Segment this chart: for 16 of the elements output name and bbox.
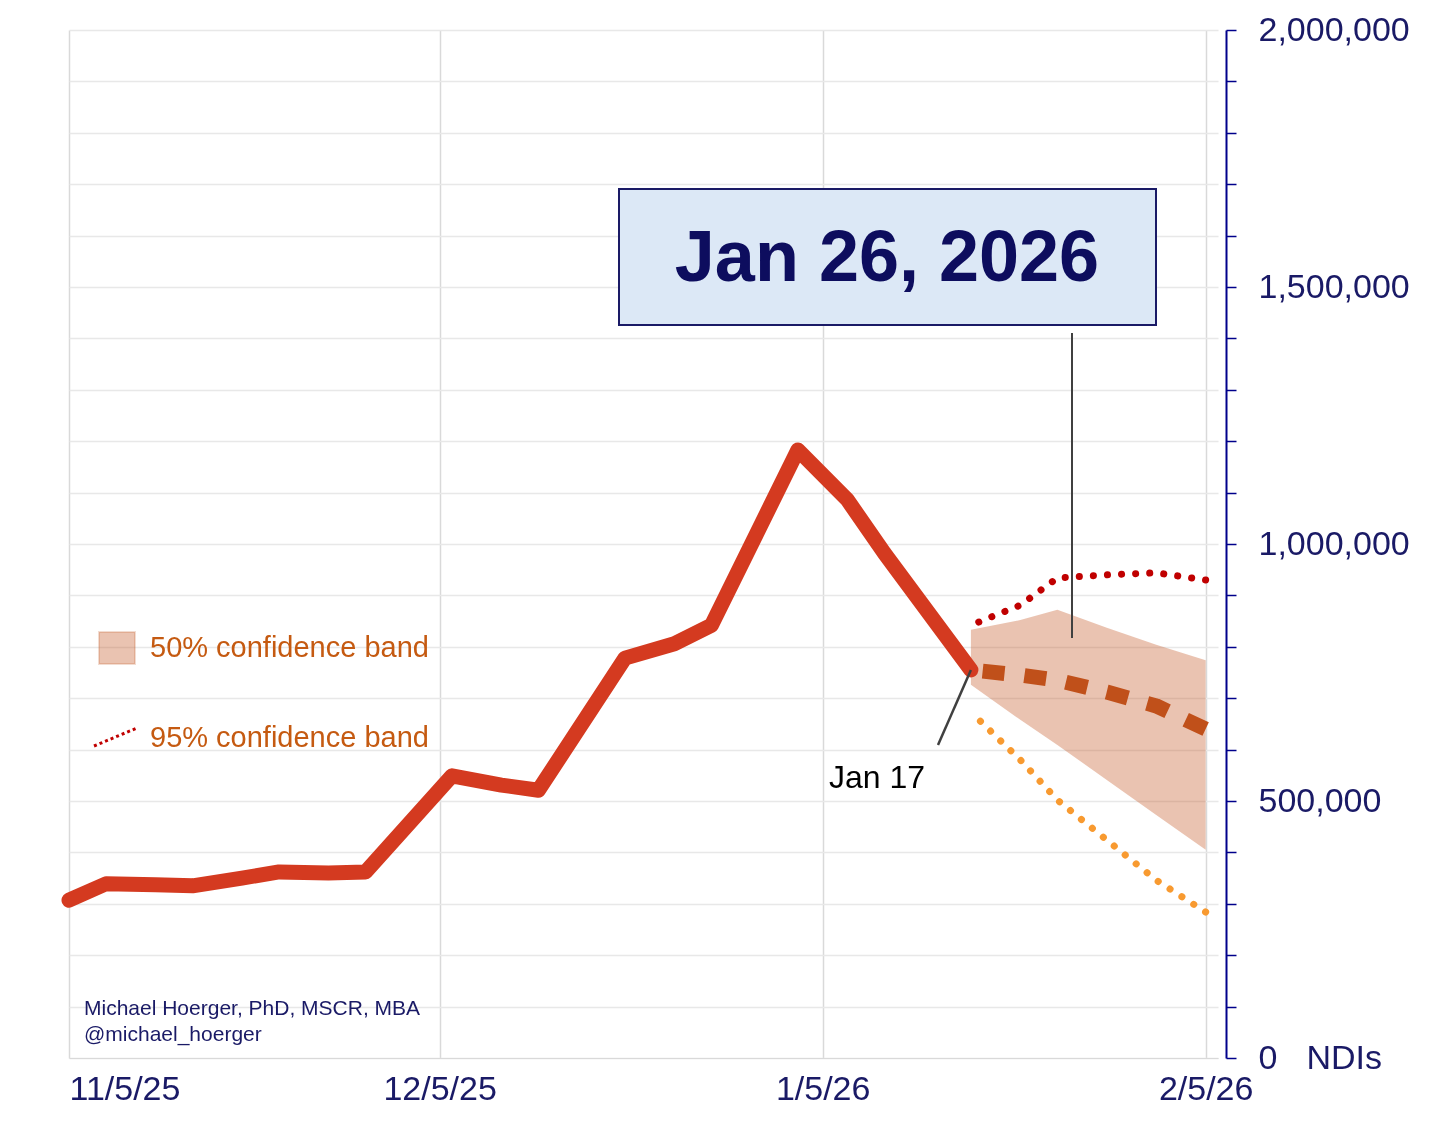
legend-label: 95% confidence band [150,721,429,753]
legend-label: 50% confidence band [150,631,429,663]
annotation: Michael Hoerger, PhD, MSCR, MBA [84,996,421,1019]
y-tick-label: 500,000 [1258,780,1382,819]
y-tick-label: 1,000,000 [1258,523,1410,562]
y-axis-title: NDIs [1306,1037,1383,1076]
y-tick-label: 2,000,000 [1258,9,1410,48]
y-tick-label: 1,500,000 [1258,266,1410,305]
annotation: Jan 26, 2026 [674,216,1100,296]
annotation: @michael_hoerger [84,1022,262,1046]
x-tick-label: 12/5/25 [383,1068,497,1107]
y-tick-label: 0 [1258,1037,1278,1076]
x-tick-label: 1/5/26 [775,1068,871,1107]
x-tick-label: 11/5/25 [69,1068,181,1107]
x-tick-label: 2/5/26 [1158,1068,1254,1107]
annotation: Jan 17 [829,759,926,795]
